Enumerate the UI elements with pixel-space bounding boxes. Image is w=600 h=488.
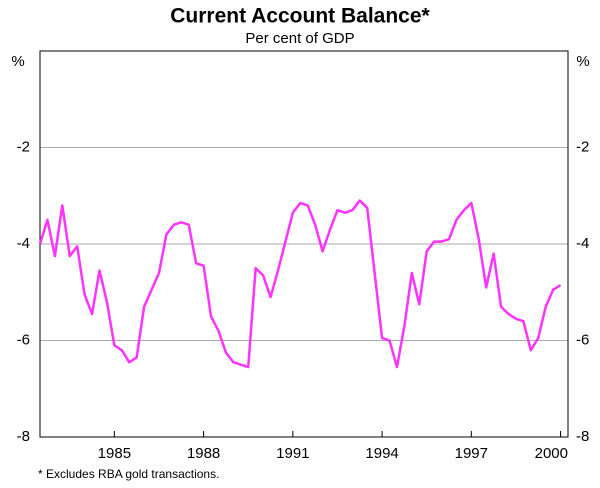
chart-subtitle: Per cent of GDP (245, 30, 354, 47)
y-tick-label-left: -8 (17, 428, 30, 445)
x-tick-label: 2000 (535, 445, 568, 462)
y-tick-label-right: -8 (576, 428, 589, 445)
data-line (38, 199, 562, 369)
y-tick-label-left: -4 (17, 235, 30, 252)
y-tick-label-right: -4 (576, 235, 589, 252)
x-tick-label: 1994 (365, 445, 398, 462)
x-tick-label: 1997 (455, 445, 488, 462)
y-tick-label-left: -2 (17, 138, 30, 155)
x-tick-label: 1991 (276, 445, 309, 462)
y-tick-label-right: -2 (576, 138, 589, 155)
y-tick-label-right: -6 (576, 331, 589, 348)
footnote: * Excludes RBA gold transactions. (38, 467, 219, 481)
y-axis-unit-right: % (576, 53, 589, 70)
y-axis-unit-left: % (11, 53, 24, 70)
y-tick-label-left: -6 (17, 331, 30, 348)
x-tick-label: 1985 (98, 445, 131, 462)
x-tick-label: 1988 (187, 445, 220, 462)
chart-title: Current Account Balance* (170, 5, 430, 28)
